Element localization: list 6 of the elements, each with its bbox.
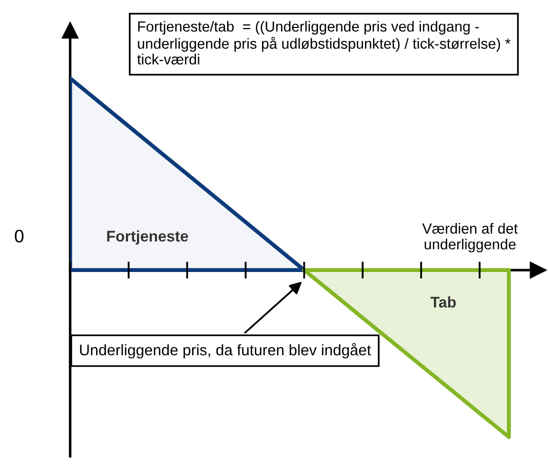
annotation: Underliggende pris, da futuren blev indgået <box>80 342 371 358</box>
x-axis-title: Værdien af det underliggende <box>422 223 518 252</box>
annotation: Fortjeneste <box>107 230 188 245</box>
text: 0 <box>14 230 24 243</box>
text: Fortjeneste/tab = ((Underliggende pris ved indgang - underliggende pris på udløbstidspunktet) / tick-størrelse) * tick-værdi <box>137 20 510 65</box>
annotation: Tab <box>430 296 456 308</box>
